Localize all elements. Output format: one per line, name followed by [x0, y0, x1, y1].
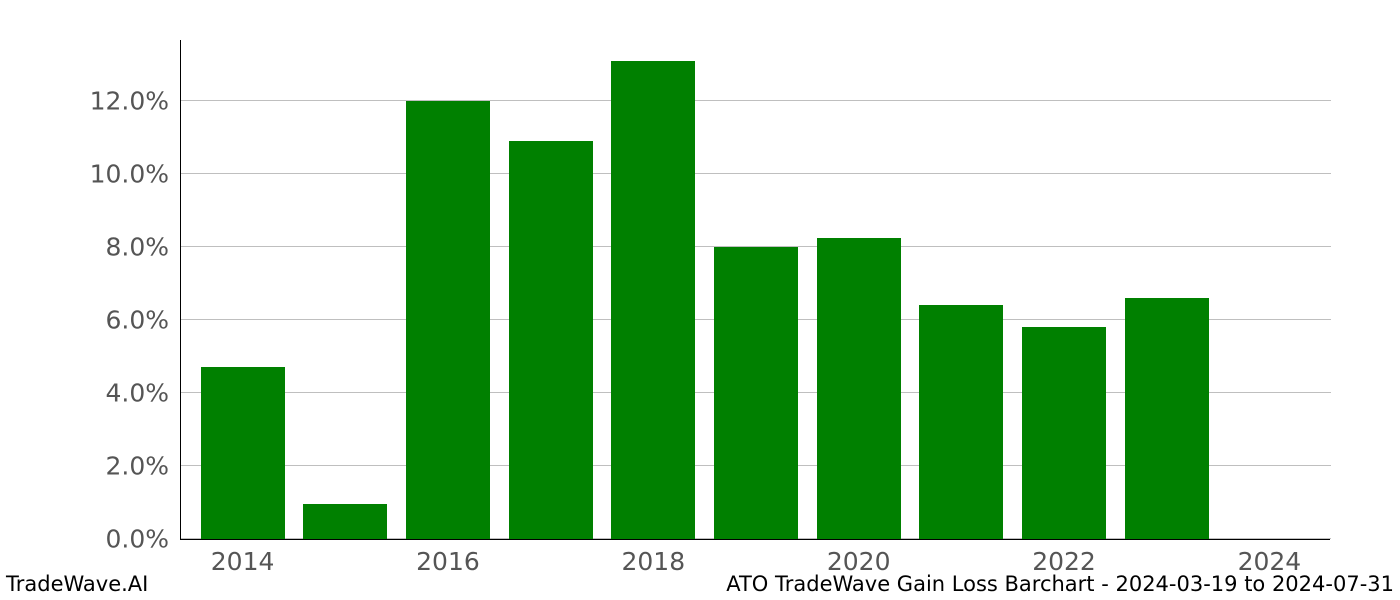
y-tick-label: 4.0%: [105, 379, 169, 408]
x-tick-label: 2018: [622, 547, 686, 576]
gridline: [181, 100, 1331, 101]
bar: [509, 141, 593, 539]
y-tick-label: 8.0%: [105, 233, 169, 262]
y-tick-label: 0.0%: [105, 525, 169, 554]
footer-left-text: TradeWave.AI: [6, 572, 148, 596]
bar: [1125, 298, 1209, 539]
footer-right-text: ATO TradeWave Gain Loss Barchart - 2024-…: [726, 572, 1394, 596]
bar: [919, 305, 1003, 539]
bar: [714, 247, 798, 539]
bar: [406, 101, 490, 539]
y-tick-label: 6.0%: [105, 306, 169, 335]
bar: [817, 238, 901, 539]
x-tick-label: 2014: [211, 547, 275, 576]
bar: [201, 367, 285, 539]
plot-area: 0.0%2.0%4.0%6.0%8.0%10.0%12.0%2014201620…: [180, 40, 1330, 540]
bar: [611, 61, 695, 539]
y-tick-label: 12.0%: [90, 87, 169, 116]
gridline: [181, 173, 1331, 174]
x-tick-label: 2016: [416, 547, 480, 576]
bar: [1022, 327, 1106, 539]
y-tick-label: 10.0%: [90, 160, 169, 189]
y-tick-label: 2.0%: [105, 452, 169, 481]
bar: [303, 504, 387, 539]
bar-chart: 0.0%2.0%4.0%6.0%8.0%10.0%12.0%2014201620…: [180, 40, 1330, 540]
